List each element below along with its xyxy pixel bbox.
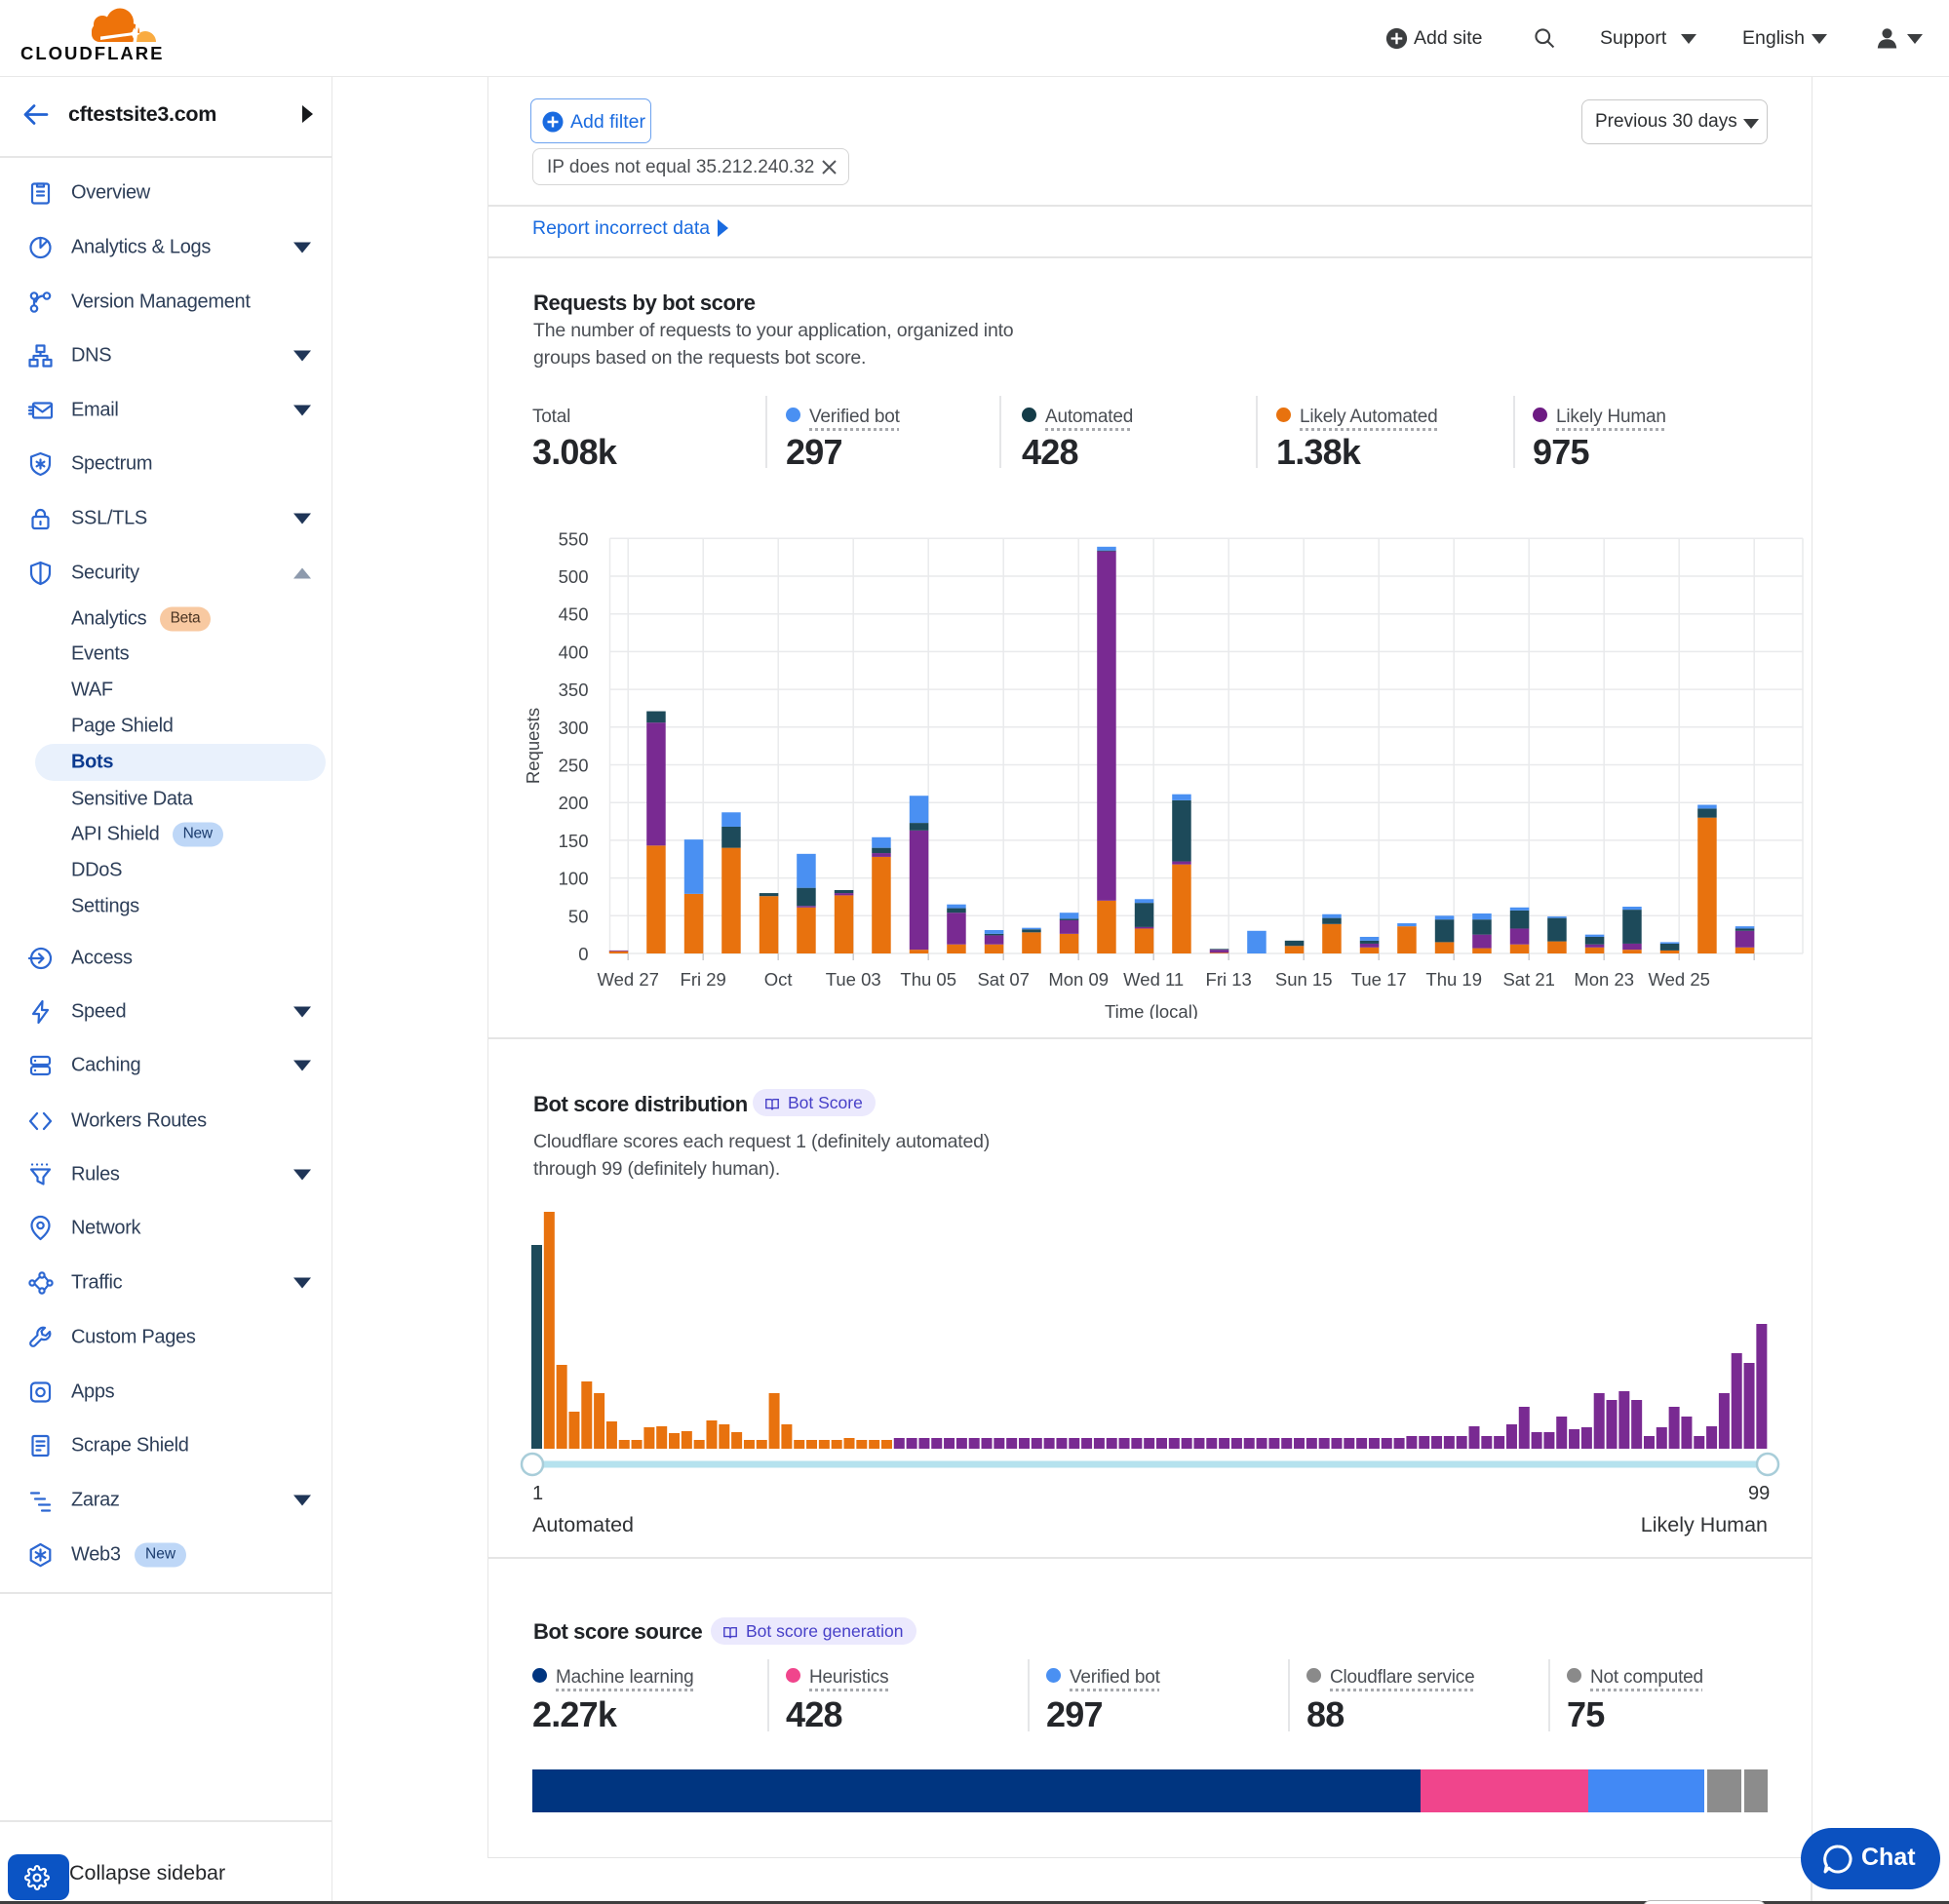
svg-text:Fri 13: Fri 13 bbox=[1206, 969, 1252, 990]
svg-text:100: 100 bbox=[559, 869, 589, 889]
svg-text:Mon 23: Mon 23 bbox=[1574, 969, 1634, 990]
svg-text:Wed 11: Wed 11 bbox=[1123, 969, 1184, 990]
svg-text:Thu 05: Thu 05 bbox=[900, 969, 956, 990]
svg-text:550: 550 bbox=[559, 528, 589, 549]
svg-text:250: 250 bbox=[559, 756, 589, 776]
svg-text:Requests: Requests bbox=[523, 708, 543, 784]
svg-text:Wed 27: Wed 27 bbox=[597, 969, 658, 990]
svg-text:Tue 17: Tue 17 bbox=[1351, 969, 1407, 990]
svg-text:400: 400 bbox=[559, 641, 589, 662]
svg-text:Fri 29: Fri 29 bbox=[681, 969, 726, 990]
svg-text:350: 350 bbox=[559, 680, 589, 700]
svg-text:150: 150 bbox=[559, 831, 589, 851]
svg-text:Mon 09: Mon 09 bbox=[1048, 969, 1109, 990]
svg-text:0: 0 bbox=[578, 944, 588, 964]
svg-text:500: 500 bbox=[559, 566, 589, 587]
svg-text:450: 450 bbox=[559, 604, 589, 625]
svg-text:200: 200 bbox=[559, 793, 589, 813]
svg-text:Thu 19: Thu 19 bbox=[1425, 969, 1482, 990]
svg-text:Tue 03: Tue 03 bbox=[826, 969, 881, 990]
svg-text:Wed 25: Wed 25 bbox=[1648, 969, 1709, 990]
svg-text:Sat 07: Sat 07 bbox=[977, 969, 1029, 990]
svg-text:Time (local): Time (local) bbox=[1105, 1001, 1198, 1019]
svg-text:Oct: Oct bbox=[764, 969, 793, 990]
svg-text:Sat 21: Sat 21 bbox=[1502, 969, 1555, 990]
svg-text:50: 50 bbox=[568, 906, 589, 926]
svg-text:300: 300 bbox=[559, 718, 589, 738]
svg-text:Sun 15: Sun 15 bbox=[1275, 969, 1333, 990]
